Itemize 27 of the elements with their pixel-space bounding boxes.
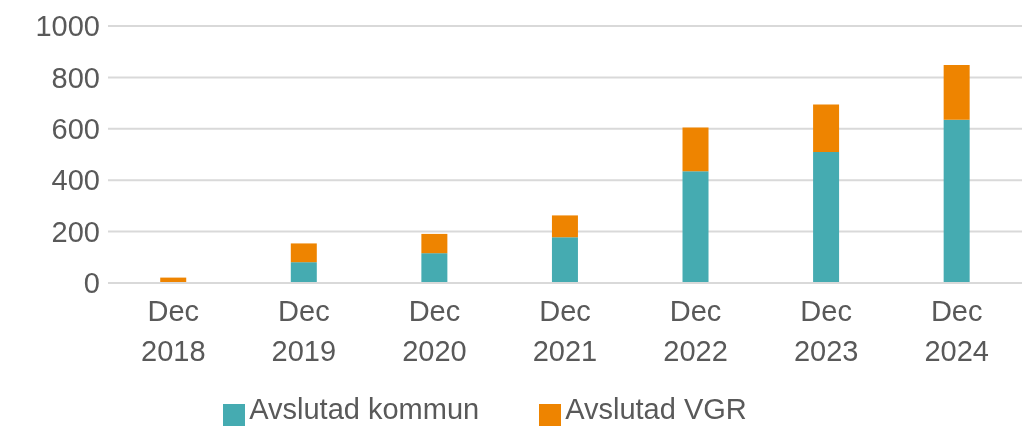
x-tick-label: Dec 2022 (663, 295, 728, 367)
bar (682, 171, 709, 283)
bar (551, 215, 578, 238)
y-tick-label: 600 (51, 113, 100, 146)
x-tick-label: Dec 2019 (271, 295, 337, 367)
bar (421, 253, 448, 283)
x-tick-label: Dec 2023 (793, 295, 859, 367)
x-tick-label: Dec 2021 (532, 295, 598, 367)
legend-label: Avslutad kommun (249, 393, 480, 425)
bar (290, 262, 317, 283)
bar (943, 65, 970, 120)
y-tick-label: 1000 (35, 10, 100, 43)
x-tick-label: Dec 2018 (141, 295, 206, 367)
legend-label: Avslutad VGR (565, 393, 747, 425)
y-tick-label: 200 (51, 215, 100, 248)
y-tick-label: 800 (51, 61, 100, 94)
y-tick-label: 400 (51, 164, 100, 197)
bar (290, 243, 317, 263)
bar (551, 237, 578, 283)
x-tick-label: Dec 2020 (402, 295, 467, 367)
bar (943, 119, 970, 283)
bar (813, 104, 840, 152)
x-tick-label: Dec 2024 (924, 295, 989, 367)
bar (421, 233, 448, 254)
bar (813, 151, 840, 283)
bar (682, 127, 709, 172)
y-tick-label: 0 (83, 267, 100, 300)
